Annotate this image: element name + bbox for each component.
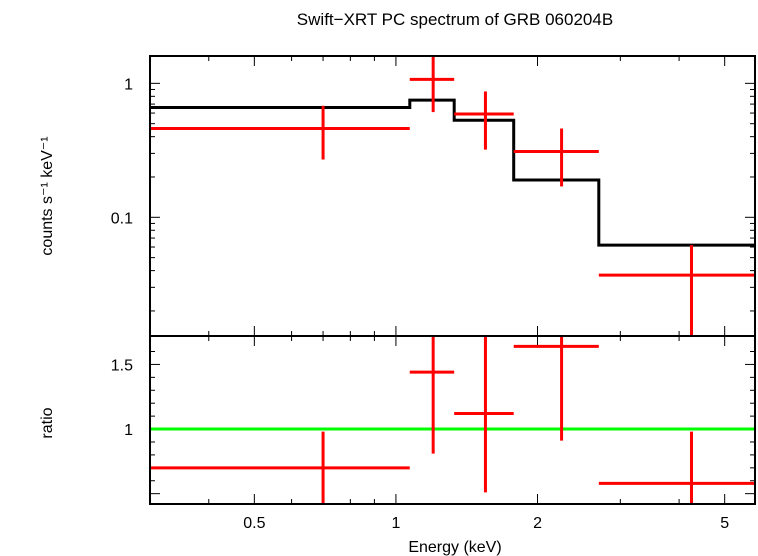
data-point — [409, 337, 455, 454]
spectrum-frame — [149, 55, 756, 337]
y-axis-label-spectrum: counts s⁻¹ keV⁻¹ — [39, 136, 56, 255]
y-tick-label: 1.5 — [111, 357, 133, 374]
ratio-frame — [149, 335, 756, 505]
data-point — [409, 57, 455, 113]
data-point — [598, 245, 754, 335]
data-point — [454, 91, 514, 150]
data-point — [513, 337, 599, 441]
x-tick-label: 5 — [720, 515, 729, 532]
ratio-panel: 0.5 1 2 5 1 1.5 — [111, 335, 756, 532]
x-tick-label: 0.5 — [243, 515, 265, 532]
model-step-line — [151, 98, 754, 247]
y-axis-label-ratio: ratio — [39, 407, 56, 438]
data-point — [454, 337, 514, 493]
y-tick-label: 1 — [124, 422, 133, 439]
data-point — [151, 105, 410, 160]
data-point — [151, 431, 410, 503]
y-tick-label: 0.1 — [111, 210, 133, 227]
data-point — [598, 431, 754, 503]
spectrum-panel: 0.11 — [111, 55, 756, 346]
x-tick-label: 2 — [533, 515, 542, 532]
x-axis-label: Energy (keV) — [408, 539, 501, 556]
data-point — [513, 128, 599, 187]
y-tick-label: 1 — [124, 76, 133, 93]
chart-title: Swift−XRT PC spectrum of GRB 060204B — [297, 10, 613, 29]
x-tick-label: 1 — [391, 515, 400, 532]
